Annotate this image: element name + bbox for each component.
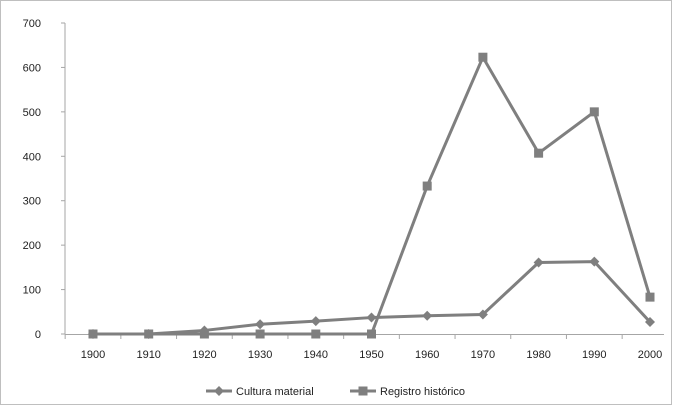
data-point [255,319,266,330]
x-tick-label: 1990 [582,349,606,361]
data-point [88,329,98,339]
legend: Cultura material Registro histórico [206,386,465,398]
data-point [199,329,209,339]
y-tick-label: 500 [23,107,41,119]
x-tick-label: 1920 [192,349,216,361]
data-point [367,329,376,339]
data-point [645,292,655,302]
x-tick-label: 2000 [638,349,662,361]
y-tick-label: 600 [23,62,41,74]
x-tick-label: 1960 [415,349,439,361]
y-tick-label: 0 [35,329,41,341]
series-registro-historico [88,52,655,339]
x-axis: 1900 1910 1920 1930 1940 1950 1960 1970 1980 1990… [64,334,664,361]
data-point [589,107,599,117]
x-tick-label: 1940 [304,349,328,361]
x-tick-label: 1900 [81,349,105,361]
data-point [478,52,488,62]
y-tick-label: 700 [23,18,41,30]
y-tick-label: 300 [23,196,41,208]
legend-item: Cultura material [206,386,314,398]
data-point [645,317,655,328]
y-tick-label: 200 [23,240,41,252]
data-point [422,310,433,321]
x-tick-label: 1980 [526,349,550,361]
x-tick-label: 1950 [359,349,383,361]
legend-label: Registro histórico [380,386,465,398]
x-tick-label: 1970 [471,349,495,361]
data-point [255,329,265,339]
data-point [422,181,432,191]
data-point [589,256,600,267]
data-point [477,309,488,320]
legend-marker [214,386,224,396]
data-point [310,316,321,327]
series-cultura-material [88,256,655,339]
series-line [93,260,652,336]
y-axis: 0 100 200 300 400 500 600 700 [23,18,66,341]
y-tick-label: 100 [23,285,41,297]
data-point [144,329,154,339]
y-tick-label: 400 [23,151,41,163]
legend-item: Registro histórico [350,386,465,398]
legend-marker [358,386,368,396]
data-point [534,148,544,158]
legend-label: Cultura material [236,386,314,398]
x-tick-label: 1930 [248,349,272,361]
data-point [311,329,321,339]
data-point [366,312,377,323]
series-layer [88,52,655,339]
x-tick-label: 1910 [136,349,160,361]
series-line [93,55,652,336]
data-point [533,257,544,268]
